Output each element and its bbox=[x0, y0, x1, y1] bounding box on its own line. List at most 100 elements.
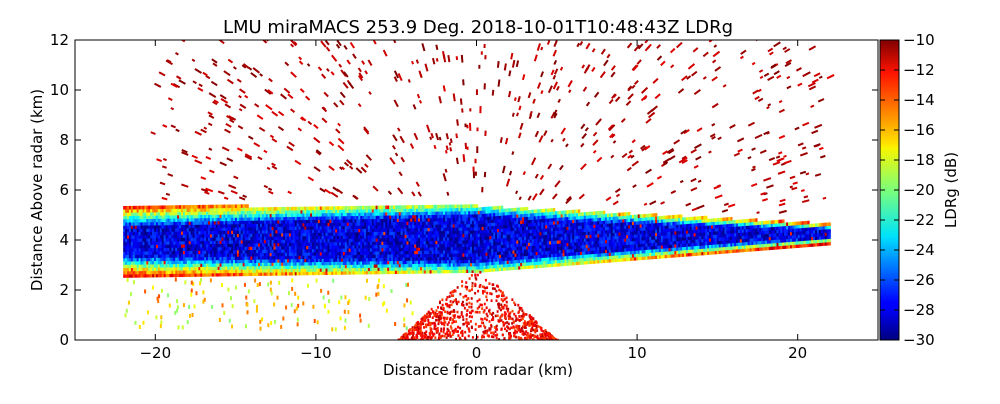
high-altitude-return bbox=[657, 56, 661, 60]
high-altitude-return bbox=[753, 90, 759, 93]
high-altitude-return bbox=[510, 171, 511, 175]
high-altitude-return bbox=[192, 59, 195, 61]
high-altitude-return bbox=[595, 92, 599, 97]
high-altitude-return bbox=[314, 138, 320, 143]
high-altitude-return bbox=[498, 80, 499, 87]
high-altitude-return bbox=[622, 154, 627, 158]
high-altitude-return bbox=[515, 97, 516, 100]
high-altitude-return bbox=[763, 178, 771, 181]
high-altitude-return bbox=[324, 92, 328, 96]
high-altitude-return bbox=[213, 63, 217, 66]
high-altitude-return bbox=[814, 73, 820, 76]
high-altitude-return bbox=[509, 91, 510, 97]
high-altitude-return bbox=[431, 133, 433, 138]
high-altitude-return bbox=[163, 159, 166, 160]
high-altitude-return bbox=[209, 93, 216, 97]
high-altitude-return bbox=[439, 96, 441, 103]
high-altitude-return bbox=[694, 90, 700, 94]
high-altitude-return bbox=[723, 85, 726, 87]
high-altitude-return bbox=[418, 192, 421, 196]
high-altitude-return bbox=[779, 101, 782, 102]
high-altitude-return bbox=[558, 99, 560, 102]
high-altitude-return bbox=[393, 146, 395, 150]
high-altitude-return bbox=[751, 169, 755, 171]
high-altitude-return bbox=[209, 170, 214, 172]
high-altitude-return bbox=[646, 169, 652, 173]
high-altitude-return bbox=[425, 64, 427, 72]
high-altitude-return bbox=[785, 49, 790, 52]
high-altitude-return bbox=[228, 185, 235, 188]
high-altitude-return bbox=[768, 48, 773, 51]
high-altitude-return bbox=[204, 192, 209, 194]
high-altitude-return bbox=[549, 86, 552, 93]
high-altitude-return bbox=[594, 132, 597, 135]
high-altitude-return bbox=[586, 43, 589, 49]
high-altitude-return bbox=[516, 191, 517, 194]
high-altitude-return bbox=[607, 54, 609, 57]
high-altitude-return bbox=[266, 105, 272, 110]
high-altitude-return bbox=[259, 128, 264, 131]
high-altitude-return bbox=[779, 211, 787, 213]
high-altitude-return bbox=[220, 162, 227, 165]
high-altitude-return bbox=[162, 198, 167, 200]
high-altitude-return bbox=[322, 74, 326, 78]
high-altitude-return bbox=[347, 60, 350, 64]
high-altitude-return bbox=[579, 194, 584, 198]
high-altitude-return bbox=[812, 80, 818, 83]
high-altitude-return bbox=[671, 65, 674, 68]
high-altitude-return bbox=[227, 80, 233, 84]
high-altitude-return bbox=[691, 179, 696, 182]
high-altitude-return bbox=[503, 166, 505, 173]
high-altitude-return bbox=[267, 168, 270, 169]
high-altitude-return bbox=[713, 60, 716, 62]
high-altitude-return bbox=[401, 157, 404, 162]
high-altitude-return bbox=[225, 130, 231, 133]
high-altitude-return bbox=[554, 40, 557, 46]
high-altitude-return bbox=[811, 106, 814, 108]
high-altitude-return bbox=[272, 112, 278, 116]
high-altitude-return bbox=[819, 77, 822, 78]
high-altitude-return bbox=[332, 55, 337, 61]
high-altitude-return bbox=[248, 136, 253, 139]
high-altitude-return bbox=[520, 123, 522, 130]
high-altitude-return bbox=[450, 147, 451, 151]
high-altitude-return bbox=[644, 204, 647, 205]
high-altitude-return bbox=[616, 97, 620, 101]
high-altitude-return bbox=[592, 67, 595, 71]
high-altitude-return bbox=[787, 86, 791, 88]
high-altitude-return bbox=[581, 144, 584, 147]
high-altitude-return bbox=[505, 64, 506, 71]
high-altitude-return bbox=[163, 125, 167, 127]
high-altitude-return bbox=[532, 158, 535, 165]
high-altitude-return bbox=[712, 124, 715, 126]
high-altitude-return bbox=[278, 127, 283, 131]
high-altitude-return bbox=[752, 148, 756, 150]
high-altitude-return bbox=[269, 79, 272, 82]
high-altitude-return bbox=[703, 77, 706, 79]
high-altitude-return bbox=[162, 166, 166, 168]
high-altitude-return bbox=[351, 42, 355, 48]
high-altitude-return bbox=[396, 153, 398, 156]
high-altitude-return bbox=[566, 144, 568, 147]
high-altitude-return bbox=[582, 65, 584, 68]
high-altitude-return bbox=[340, 100, 344, 104]
high-altitude-return bbox=[606, 197, 611, 200]
high-altitude-return bbox=[171, 108, 174, 109]
high-altitude-return bbox=[209, 115, 214, 118]
high-altitude-return bbox=[179, 80, 186, 84]
high-altitude-return bbox=[774, 71, 779, 74]
high-altitude-return bbox=[671, 191, 676, 193]
high-altitude-return bbox=[512, 151, 513, 154]
high-altitude-return bbox=[230, 120, 234, 123]
high-altitude-return bbox=[674, 140, 680, 144]
high-altitude-return bbox=[218, 191, 224, 193]
high-altitude-return bbox=[176, 76, 179, 78]
high-altitude-return bbox=[234, 67, 237, 69]
high-altitude-return bbox=[279, 112, 284, 116]
high-altitude-return bbox=[414, 133, 417, 139]
high-altitude-return bbox=[366, 155, 371, 160]
high-altitude-return bbox=[327, 69, 329, 72]
high-altitude-return bbox=[444, 173, 446, 181]
high-altitude-return bbox=[339, 64, 341, 67]
high-altitude-return bbox=[738, 150, 743, 152]
